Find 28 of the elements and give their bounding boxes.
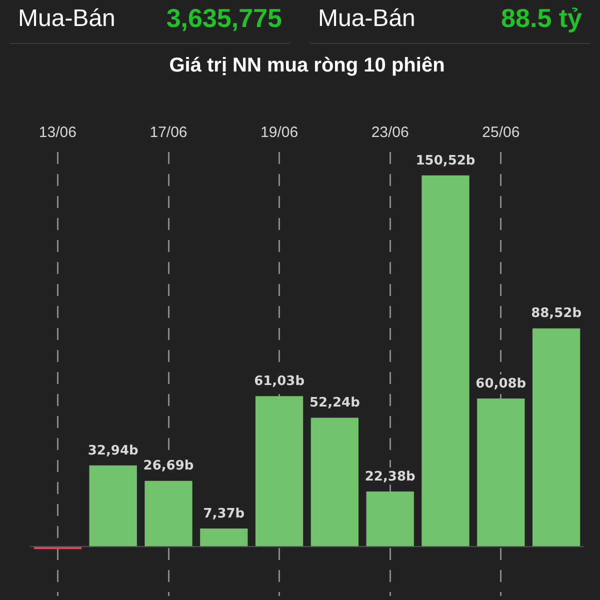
bar bbox=[200, 528, 248, 547]
bar bbox=[532, 328, 580, 547]
chart-title: Giá trị NN mua ròng 10 phiên bbox=[169, 54, 445, 77]
data-label: 88,52b bbox=[531, 306, 582, 322]
x-tick-label: 19/06 bbox=[260, 124, 298, 142]
data-label: 150,52b bbox=[416, 153, 476, 168]
text: 3,635,775 bbox=[166, 3, 282, 34]
data-label: 7,37b bbox=[203, 506, 245, 522]
data-label: 60,08b bbox=[476, 376, 526, 392]
bar bbox=[366, 491, 414, 547]
data-label: 22,38b bbox=[364, 469, 416, 484]
bar bbox=[422, 175, 470, 547]
data-label: 32,94b bbox=[88, 443, 138, 458]
text: Mua-Bán bbox=[18, 4, 116, 32]
bar bbox=[89, 465, 137, 547]
x-tick-label: 23/06 bbox=[371, 124, 409, 142]
x-tick-label: 17/06 bbox=[150, 124, 188, 142]
data-label: 26,69b bbox=[143, 458, 194, 474]
text: 88.5 tỷ bbox=[501, 3, 582, 34]
data-label: 61,03b bbox=[254, 374, 305, 389]
bar bbox=[310, 418, 359, 547]
x-tick-label: 13/06 bbox=[38, 124, 76, 142]
bar bbox=[477, 398, 525, 547]
bar bbox=[144, 480, 192, 547]
text: Mua-Bán bbox=[318, 4, 416, 32]
x-tick-label: 25/06 bbox=[482, 124, 520, 142]
data-label: 52,24b bbox=[309, 396, 360, 411]
bar bbox=[255, 396, 304, 547]
